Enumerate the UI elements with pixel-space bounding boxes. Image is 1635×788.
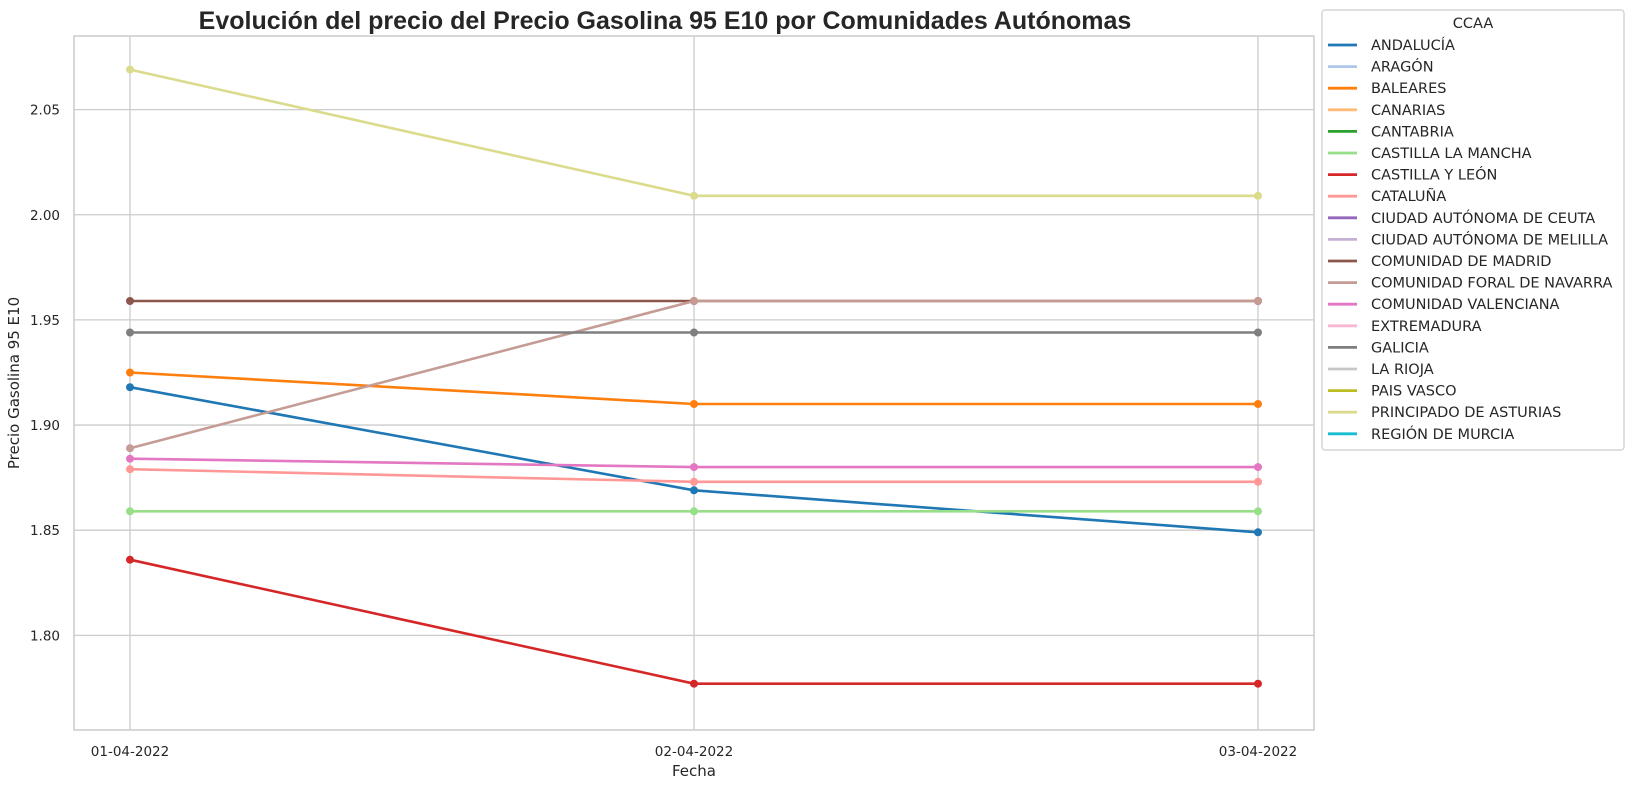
legend-entry: GALICIA (1328, 340, 1429, 356)
legend-entry: BALEARES (1328, 81, 1446, 97)
legend-label: BALEARES (1371, 81, 1446, 97)
legend-entry: REGIÓN DE MURCIA (1328, 425, 1514, 443)
legend: CCAA ANDALUCÍA ARAGÓN BALEARES CANARIAS CANT… (1321, 9, 1625, 451)
data-point (126, 368, 134, 377)
plot-frame (73, 35, 1315, 731)
data-point (126, 65, 134, 74)
data-point (126, 328, 134, 337)
legend-label: CIUDAD AUTÓNOMA DE CEUTA (1371, 209, 1595, 227)
data-point (690, 463, 698, 472)
chart-title: Evolución del precio del Precio Gasolina… (199, 7, 1132, 35)
series-andaluc-a (126, 383, 1262, 537)
data-point (1254, 477, 1262, 486)
legend-label: COMUNIDAD FORAL DE NAVARRA (1371, 276, 1612, 292)
legend-title: CCAA (1453, 16, 1494, 32)
data-point (1254, 328, 1262, 337)
data-point (1254, 528, 1262, 537)
x-tick-label: 01-04-2022 (91, 744, 169, 760)
y-tick-label: 1.95 (30, 313, 60, 329)
series-comunidad-valenciana (126, 454, 1262, 472)
legend-label: CASTILLA LA MANCHA (1371, 146, 1532, 162)
legend-entry: CIUDAD AUTÓNOMA DE CEUTA (1328, 209, 1595, 227)
plot-area (73, 35, 1315, 731)
data-point (1254, 191, 1262, 200)
data-point (126, 383, 134, 392)
data-point (1254, 679, 1262, 688)
data-point (126, 454, 134, 463)
legend-label: CIUDAD AUTÓNOMA DE MELILLA (1371, 230, 1608, 248)
data-point (1254, 463, 1262, 472)
legend-label: COMUNIDAD VALENCIANA (1371, 297, 1560, 313)
legend-label: ANDALUCÍA (1371, 37, 1455, 54)
legend-label: COMUNIDAD DE MADRID (1371, 254, 1551, 270)
legend-entry: CANARIAS (1328, 103, 1445, 119)
x-tick-label: 03-04-2022 (1219, 744, 1297, 760)
legend-entry: PAIS VASCO (1328, 384, 1456, 400)
data-point (690, 507, 698, 516)
legend-label: EXTREMADURA (1371, 319, 1482, 335)
series-layer (126, 65, 1262, 688)
legend-entry: CIUDAD AUTÓNOMA DE MELILLA (1328, 230, 1608, 248)
data-point (690, 328, 698, 337)
y-tick-label: 2.05 (30, 103, 60, 119)
legend-entries: ANDALUCÍA ARAGÓN BALEARES CANARIAS CANTABRIA… (1328, 37, 1612, 443)
legend-entry: COMUNIDAD FORAL DE NAVARRA (1328, 276, 1612, 292)
data-point (126, 444, 134, 453)
legend-entry: EXTREMADURA (1328, 319, 1482, 335)
legend-label: LA RIOJA (1371, 362, 1434, 378)
legend-entry: CANTABRIA (1328, 124, 1454, 140)
data-point (126, 465, 134, 474)
series-baleares (126, 368, 1262, 408)
legend-entry: ANDALUCÍA (1328, 37, 1455, 54)
y-axis-ticks: 1.80 1.85 1.90 1.95 2.00 2.05 (30, 103, 60, 645)
legend-entry: CATALUÑA (1328, 188, 1446, 205)
series-castilla-y-le-n (126, 555, 1262, 688)
data-point (1254, 507, 1262, 516)
data-point (690, 400, 698, 408)
legend-label: GALICIA (1371, 340, 1429, 356)
data-point (126, 507, 134, 516)
x-axis-label: Fecha (672, 762, 716, 780)
x-tick-label: 02-04-2022 (655, 744, 733, 760)
legend-entry: COMUNIDAD DE MADRID (1328, 254, 1551, 270)
legend-label: CANTABRIA (1371, 124, 1454, 140)
series-catalu-a (126, 465, 1262, 486)
legend-entry: CASTILLA LA MANCHA (1328, 146, 1532, 162)
legend-label: CATALUÑA (1371, 188, 1446, 205)
legend-entry: PRINCIPADO DE ASTURIAS (1328, 405, 1561, 421)
legend-label: REGIÓN DE MURCIA (1371, 425, 1514, 443)
y-axis-label: Precio Gasolina 95 E10 (5, 297, 23, 469)
y-tick-label: 1.80 (30, 628, 60, 644)
data-point (690, 477, 698, 486)
legend-label: PAIS VASCO (1371, 384, 1456, 400)
series-castilla-la-mancha (126, 507, 1262, 516)
data-point (690, 191, 698, 200)
legend-label: CANARIAS (1371, 103, 1445, 119)
grid (74, 36, 1314, 730)
legend-label: ARAGÓN (1371, 58, 1434, 76)
data-point (690, 486, 698, 495)
data-point (690, 297, 698, 305)
series-galicia (126, 328, 1262, 337)
y-tick-label: 1.85 (30, 523, 60, 539)
legend-label: CASTILLA Y LEÓN (1371, 166, 1497, 184)
data-point (126, 297, 134, 305)
data-point (1254, 297, 1262, 305)
legend-entry: CASTILLA Y LEÓN (1328, 166, 1497, 184)
legend-entry: ARAGÓN (1328, 58, 1434, 76)
x-axis-ticks: 01-04-2022 02-04-2022 03-04-2022 (91, 744, 1297, 760)
legend-entry: COMUNIDAD VALENCIANA (1328, 297, 1560, 313)
data-point (690, 679, 698, 688)
series-principado-de-asturias (126, 65, 1262, 200)
y-tick-label: 2.00 (30, 208, 60, 224)
data-point (126, 555, 134, 564)
legend-label: PRINCIPADO DE ASTURIAS (1371, 405, 1561, 421)
series-comunidad-foral-de-navarra (126, 297, 1262, 453)
legend-entry: LA RIOJA (1328, 362, 1434, 378)
data-point (1254, 400, 1262, 408)
legend-box (1321, 9, 1625, 451)
y-tick-label: 1.90 (30, 418, 60, 434)
